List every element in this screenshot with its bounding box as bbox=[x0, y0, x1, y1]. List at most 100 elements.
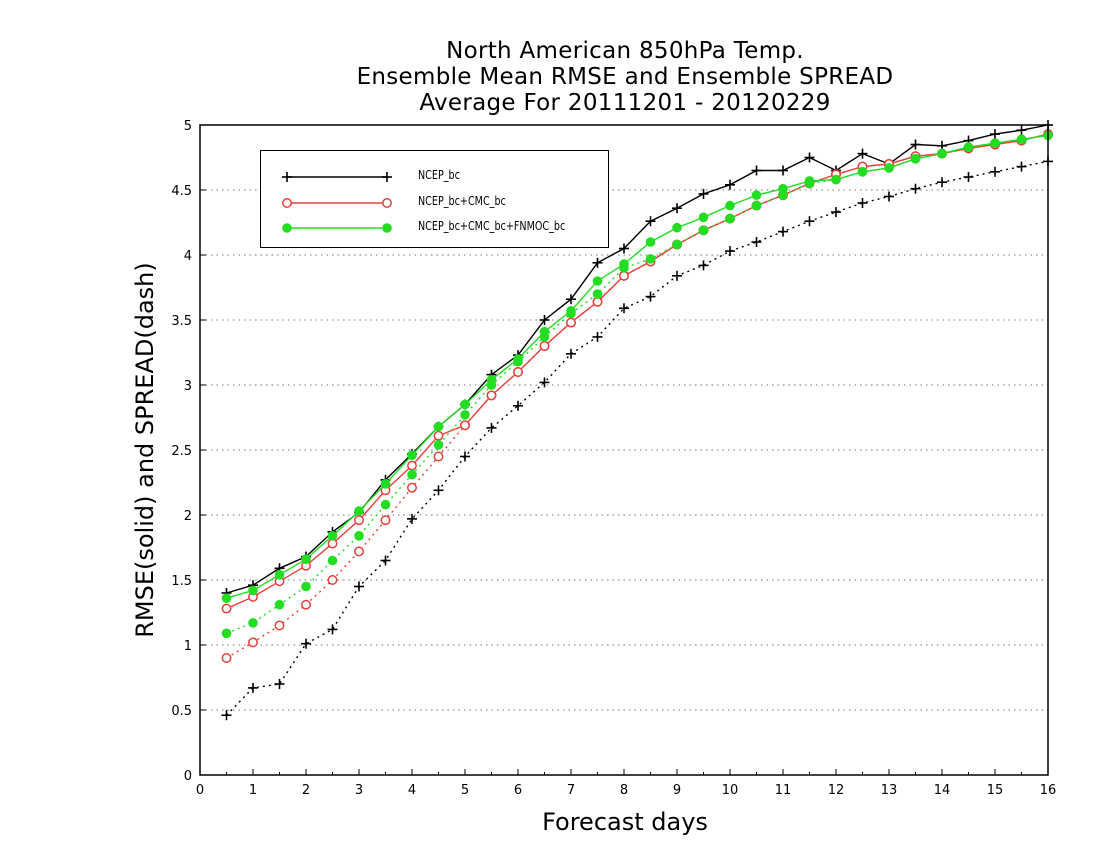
y-tick-label: 2.5 bbox=[171, 444, 192, 459]
y-tick-label: 5 bbox=[184, 119, 192, 134]
data-point-rmse bbox=[327, 538, 338, 549]
data-point-spread bbox=[248, 637, 258, 648]
data-point-spread bbox=[513, 400, 523, 411]
legend-marker bbox=[382, 172, 392, 182]
data-point-spread bbox=[407, 513, 417, 524]
data-point-spread bbox=[354, 531, 364, 541]
x-tick-label: 11 bbox=[775, 783, 792, 798]
data-point-rmse bbox=[831, 174, 841, 185]
data-point-rmse bbox=[725, 200, 735, 211]
data-point-rmse bbox=[725, 179, 735, 190]
data-point-spread bbox=[672, 270, 682, 281]
data-point-rmse bbox=[592, 296, 603, 307]
data-point-rmse bbox=[248, 585, 258, 596]
data-point-spread bbox=[460, 410, 470, 420]
legend-label-ncep-bc: NCEP_bc bbox=[418, 168, 460, 182]
data-point-spread bbox=[327, 624, 338, 635]
data-point-rmse bbox=[778, 165, 788, 176]
x-tick-label: 8 bbox=[620, 783, 628, 798]
legend: NCEP_bc NCEP_bc+CMC_bc NCEP_bc+CMC_bc+FN… bbox=[260, 150, 609, 248]
data-point-spread bbox=[698, 260, 709, 271]
data-point-rmse bbox=[513, 354, 523, 364]
y-axis-title: RMSE(solid) and SPREAD(dash) bbox=[131, 262, 159, 638]
data-point-spread bbox=[698, 225, 709, 236]
y-tick-label: 0 bbox=[184, 769, 192, 784]
data-point-spread bbox=[725, 246, 735, 257]
data-point-spread bbox=[274, 599, 285, 610]
axis-ticks: 0 1 2 3 4 5 6 7 8 9 10 11 12 13 14 15 1600.511.522.533.5… bbox=[171, 119, 1056, 798]
legend-item: NCEP_bc+CMC_bc+FNMOC_bc bbox=[261, 215, 610, 241]
data-point-spread bbox=[354, 546, 364, 557]
data-point-spread bbox=[751, 200, 762, 211]
data-point-spread bbox=[884, 191, 894, 202]
data-point-spread bbox=[301, 581, 311, 592]
data-point-spread bbox=[751, 237, 762, 247]
data-point-rmse bbox=[460, 420, 470, 431]
data-point-rmse bbox=[486, 375, 497, 385]
x-tick-label: 7 bbox=[567, 783, 575, 798]
y-tick-label: 4.5 bbox=[171, 184, 192, 199]
data-point-rmse bbox=[698, 188, 709, 199]
data-point-rmse bbox=[857, 167, 868, 177]
data-point-rmse bbox=[380, 479, 391, 489]
data-point-rmse bbox=[698, 212, 709, 223]
data-point-spread bbox=[248, 618, 258, 628]
data-point-spread bbox=[937, 177, 947, 188]
y-tick-label: 1 bbox=[184, 639, 192, 654]
x-tick-label: 4 bbox=[408, 783, 416, 798]
x-tick-label: 13 bbox=[881, 783, 898, 798]
data-point-rmse bbox=[619, 243, 629, 254]
data-point-spread bbox=[486, 422, 497, 433]
data-point-rmse bbox=[539, 341, 550, 351]
data-point-rmse bbox=[1016, 125, 1027, 136]
x-tick-label: 16 bbox=[1040, 783, 1057, 798]
y-tick-label: 4 bbox=[184, 249, 192, 264]
data-point-rmse bbox=[804, 176, 815, 186]
legend-marker bbox=[282, 172, 292, 182]
data-point-spread bbox=[592, 289, 603, 299]
data-point-rmse bbox=[354, 515, 364, 526]
data-point-spread bbox=[221, 710, 232, 721]
legend-marker bbox=[382, 223, 392, 233]
x-tick-label: 10 bbox=[722, 783, 739, 798]
chart-title-line-1: North American 850hPa Temp. bbox=[446, 38, 804, 64]
data-point-rmse bbox=[990, 138, 1000, 148]
data-point-rmse bbox=[327, 531, 338, 541]
data-point-rmse bbox=[460, 399, 470, 410]
legend-item: NCEP_bc bbox=[261, 164, 610, 190]
series-line-spread bbox=[225, 160, 1049, 716]
data-point-rmse bbox=[884, 163, 894, 173]
x-tick-label: 9 bbox=[673, 783, 681, 798]
data-point-spread bbox=[778, 226, 788, 237]
series-layer bbox=[221, 120, 1053, 721]
data-point-spread bbox=[407, 469, 417, 480]
x-tick-label: 12 bbox=[828, 783, 845, 798]
x-tick-label: 3 bbox=[355, 783, 363, 798]
data-point-spread bbox=[910, 183, 921, 194]
chart-title-line-3: Average For 20111201 - 20120229 bbox=[419, 90, 831, 116]
legend-marker bbox=[382, 198, 392, 208]
data-point-rmse bbox=[804, 152, 815, 163]
data-point-spread bbox=[645, 291, 656, 302]
data-point-spread bbox=[380, 555, 391, 566]
data-point-spread bbox=[274, 620, 285, 631]
data-point-rmse bbox=[566, 317, 576, 328]
data-point-rmse bbox=[937, 148, 947, 159]
data-point-rmse bbox=[513, 367, 523, 377]
data-point-rmse bbox=[301, 554, 311, 565]
data-point-spread bbox=[433, 440, 444, 450]
legend-swatch-ncep-bc bbox=[282, 172, 392, 182]
y-tick-label: 2 bbox=[184, 509, 192, 524]
y-tick-label: 1.5 bbox=[171, 574, 192, 589]
data-point-spread bbox=[725, 213, 735, 224]
data-point-rmse bbox=[566, 294, 576, 305]
data-point-rmse bbox=[407, 460, 417, 471]
data-point-rmse bbox=[221, 593, 232, 604]
data-point-spread bbox=[672, 239, 682, 250]
data-point-spread bbox=[804, 216, 815, 227]
y-tick-label: 3 bbox=[184, 379, 192, 394]
x-tick-label: 5 bbox=[461, 783, 469, 798]
x-tick-label: 1 bbox=[249, 783, 257, 798]
legend-item: NCEP_bc+CMC_bc bbox=[261, 190, 610, 216]
